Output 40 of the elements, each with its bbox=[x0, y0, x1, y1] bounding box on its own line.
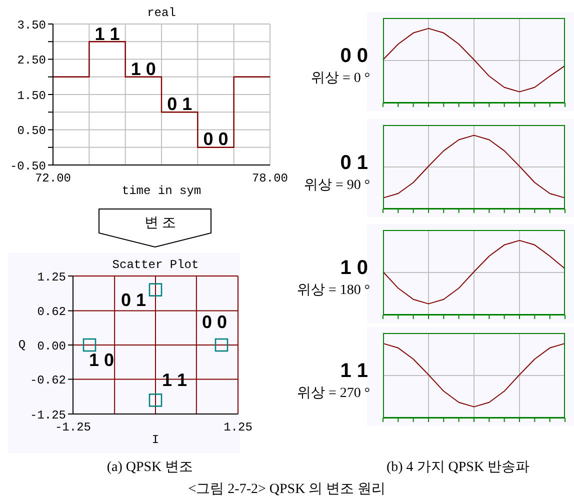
point bbox=[214, 338, 228, 352]
annotation: 0 0 bbox=[203, 129, 228, 150]
y-tick-label: 1.50 bbox=[17, 88, 46, 103]
point bbox=[148, 394, 162, 407]
y-tick-label: 3.50 bbox=[17, 18, 46, 32]
point bbox=[148, 283, 162, 296]
annotation: 1 0 bbox=[88, 350, 114, 370]
x-tick-label: 78.00 bbox=[252, 172, 288, 186]
text: <그림 2-7-2> QPSK 의 변조 원리 bbox=[188, 482, 386, 497]
text: 위상 = 180 ° bbox=[297, 283, 370, 298]
annotation: 1 0 bbox=[130, 58, 156, 79]
y-tick-label: 0.62 bbox=[37, 305, 66, 320]
y-tick-label: -0.62 bbox=[30, 373, 66, 388]
y-tick-label: -1.25 bbox=[30, 408, 66, 422]
annotation: 1 1 bbox=[94, 24, 120, 44]
chart-title: Scatter Plot bbox=[112, 258, 199, 272]
text: 위상 = 270 ° bbox=[297, 386, 370, 402]
annotation: 0 1 bbox=[120, 290, 146, 310]
text: 위상 = 90 ° bbox=[304, 178, 370, 193]
y-tick-label: 1.25 bbox=[37, 270, 66, 284]
text: 변 조 bbox=[144, 216, 176, 231]
text: 위상 = 0 ° bbox=[311, 71, 370, 86]
x-tick-label: 72.00 bbox=[34, 172, 72, 186]
text: 0 0 bbox=[340, 45, 368, 68]
y-tick-label: 0.50 bbox=[17, 124, 46, 138]
y-axis-title: Q bbox=[18, 338, 26, 352]
y-tick-label: -0.50 bbox=[10, 159, 46, 174]
annotation: 0 1 bbox=[167, 94, 192, 114]
annotation: 0 0 bbox=[202, 312, 228, 332]
chart-title: real bbox=[147, 6, 176, 20]
text: (a) QPSK 변조 bbox=[106, 460, 194, 475]
x-axis-title: I bbox=[152, 433, 160, 447]
text: 1 1 bbox=[340, 360, 368, 382]
text: (b) 4 가지 QPSK 반송파 bbox=[386, 460, 530, 475]
y-tick-label: 2.50 bbox=[17, 54, 46, 68]
point bbox=[82, 338, 96, 352]
y-tick-label: 0.00 bbox=[37, 339, 66, 354]
text: 0 1 bbox=[340, 152, 368, 174]
x-axis-title: time in sym bbox=[122, 184, 202, 198]
text: 1 0 bbox=[340, 257, 368, 280]
